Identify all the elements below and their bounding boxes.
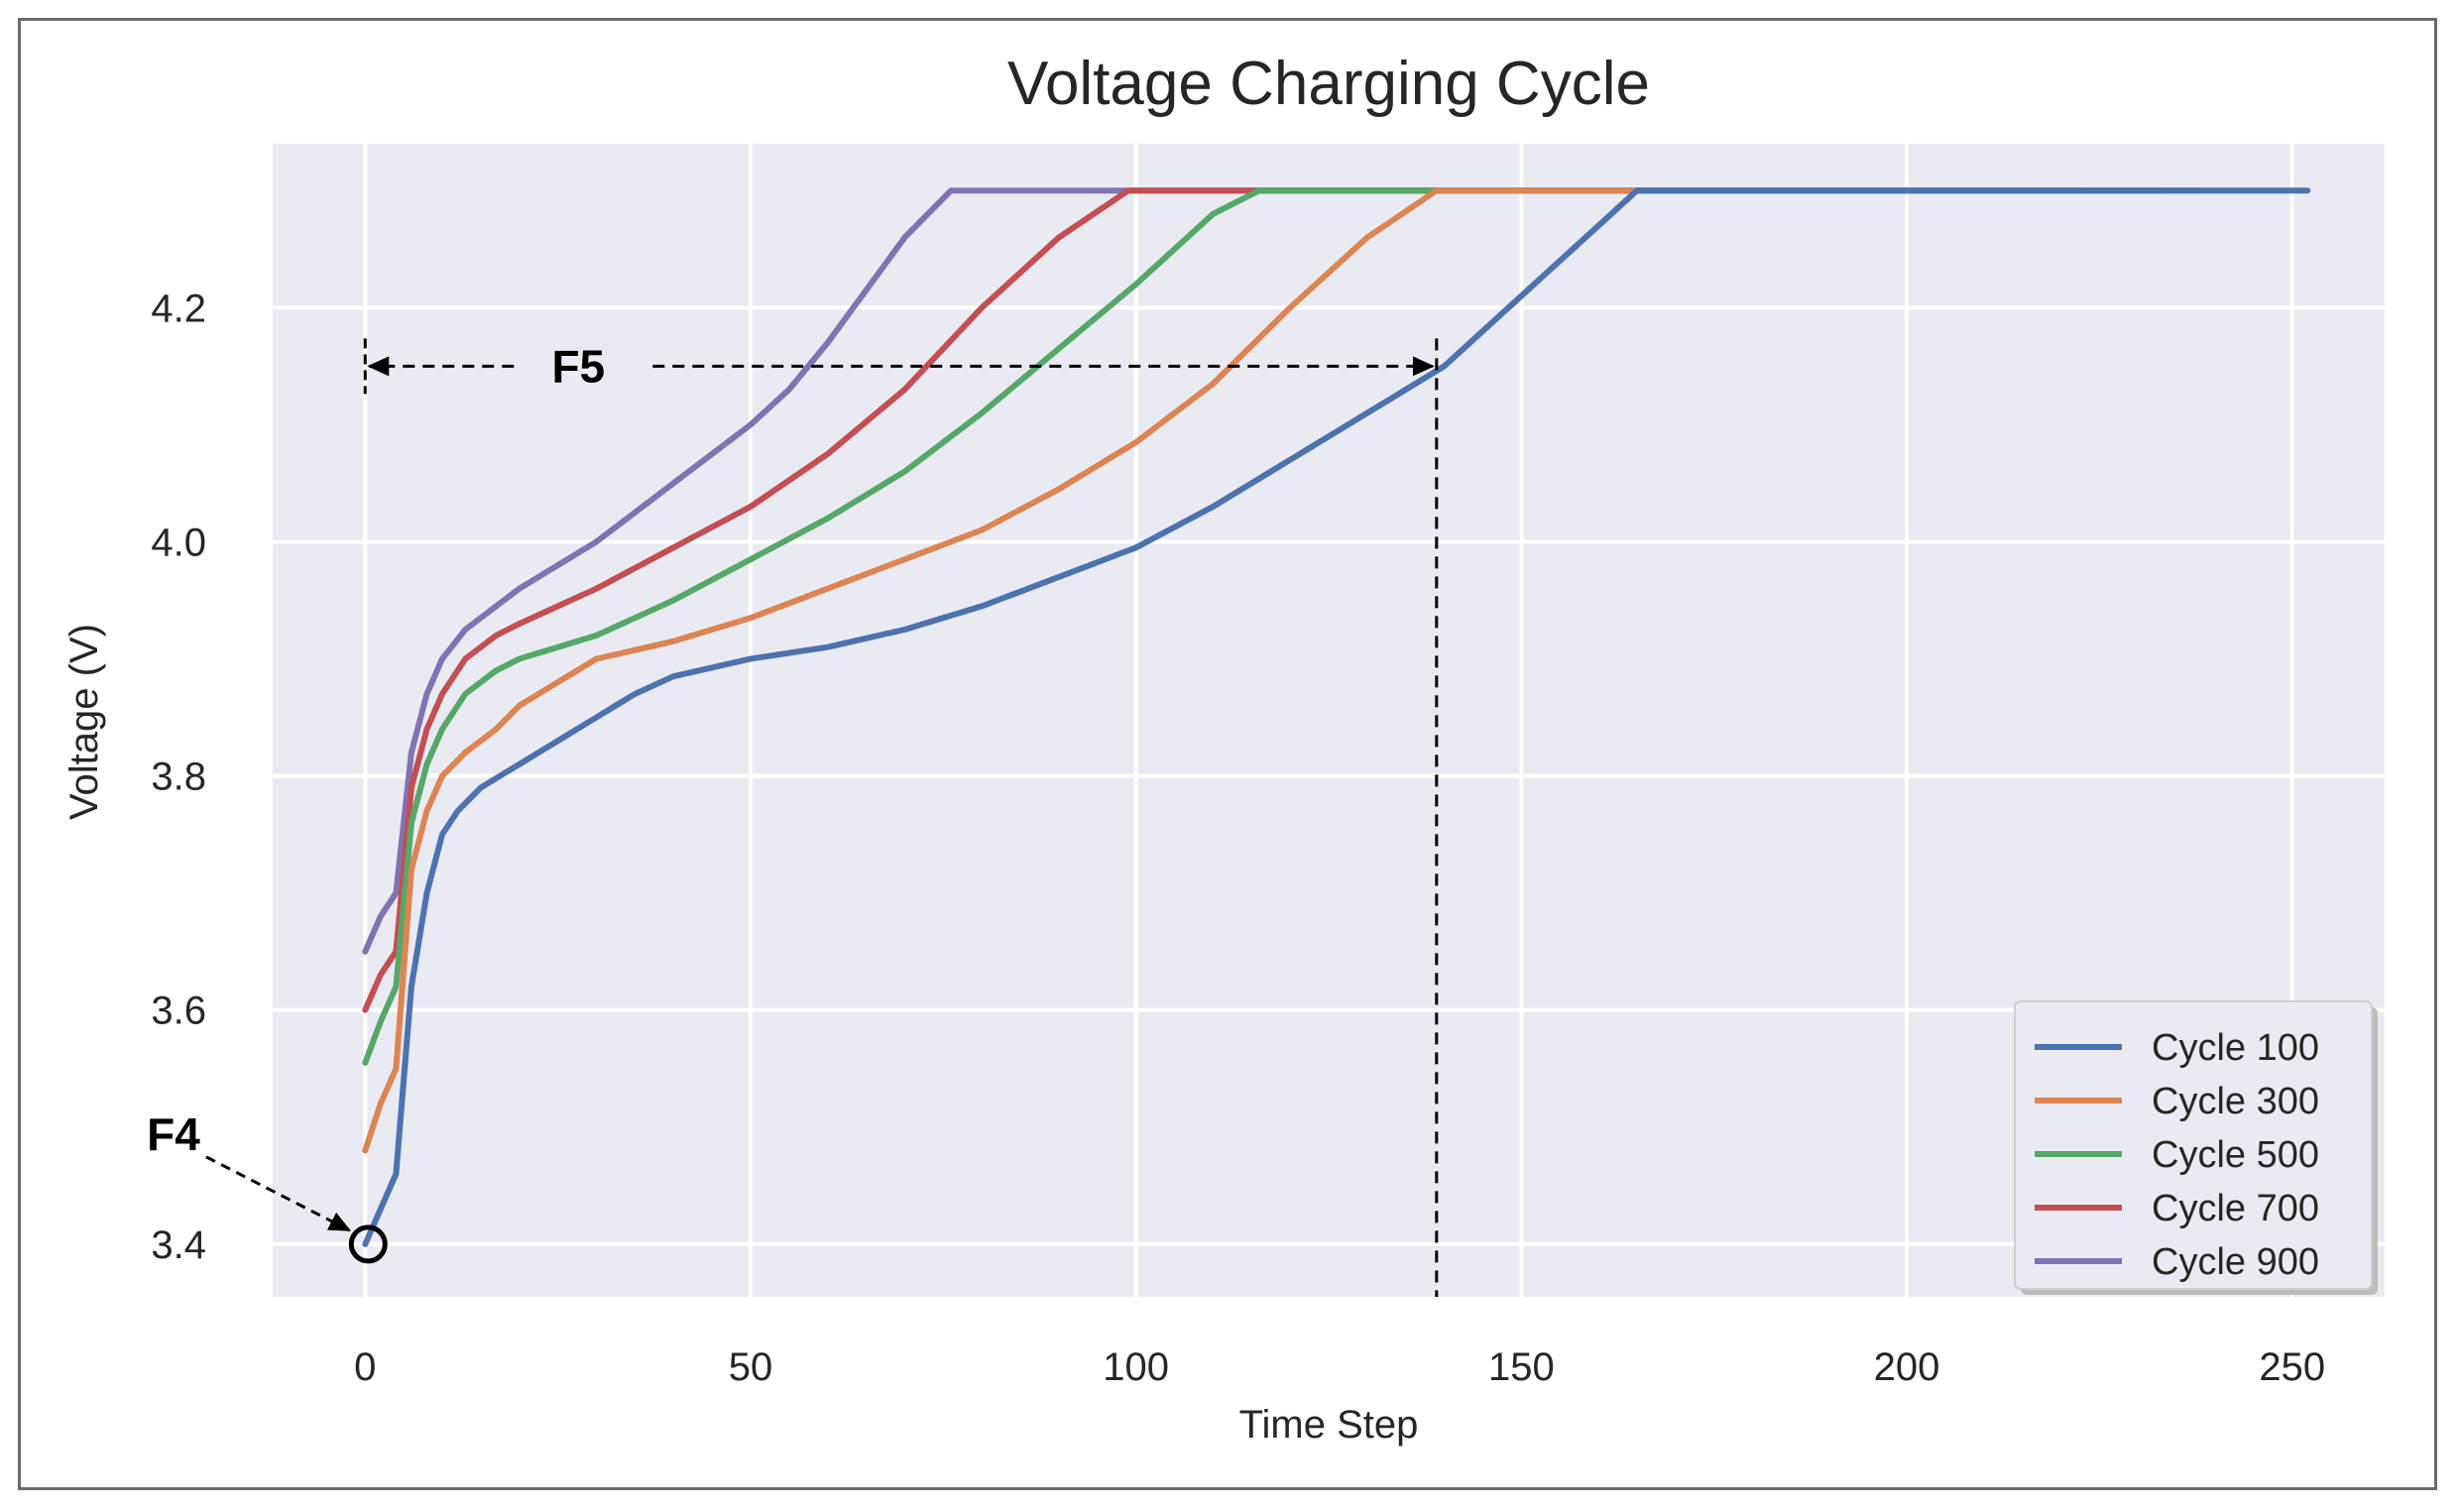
x-tick-label: 200 [1874, 1345, 1940, 1389]
series-line-cycle-700 [362, 187, 2087, 1013]
y-tick-label: 4.2 [151, 287, 206, 330]
legend-entry: Cycle 300 [2152, 1081, 2319, 1122]
grid [273, 144, 2385, 1297]
legend: Cycle 100 Cycle 300 Cycle 500 Cycle 700 Cycl… [2014, 1000, 2378, 1295]
legend-entry: Cycle 100 [2152, 1027, 2319, 1069]
y-tick-label: 4.0 [151, 521, 206, 564]
f4-point-circle [348, 1224, 388, 1264]
legend-entry: Cycle 900 [2152, 1241, 2319, 1283]
legend-box [2014, 1000, 2373, 1290]
annotations: F5 F4 [147, 338, 1439, 1297]
y-axis-ticks: 3.4 3.6 3.8 4.0 4.2 [151, 287, 206, 1267]
y-tick-label: 3.4 [151, 1223, 206, 1267]
x-tick-label: 150 [1488, 1345, 1555, 1389]
x-axis-label: Time Step [1239, 1403, 1419, 1447]
x-tick-label: 250 [2259, 1345, 2325, 1389]
f5-label: F5 [551, 340, 605, 392]
series-line-cycle-500 [362, 187, 2165, 1066]
chart-title: Voltage Charging Cycle [1007, 50, 1650, 118]
f4-label: F4 [147, 1108, 200, 1160]
legend-entry: Cycle 500 [2152, 1134, 2319, 1176]
y-tick-label: 3.6 [151, 989, 206, 1033]
x-tick-label: 0 [354, 1345, 376, 1389]
series-line-cycle-900 [362, 187, 2026, 955]
y-axis-label: Voltage (V) [62, 624, 106, 820]
x-axis-ticks: 0 50 100 150 200 250 [354, 1345, 2325, 1389]
x-tick-label: 100 [1103, 1345, 1169, 1389]
x-tick-label: 50 [729, 1345, 773, 1389]
y-tick-label: 3.8 [151, 756, 206, 799]
legend-entry: Cycle 700 [2152, 1188, 2319, 1229]
series-line-cycle-300 [362, 187, 2203, 1154]
